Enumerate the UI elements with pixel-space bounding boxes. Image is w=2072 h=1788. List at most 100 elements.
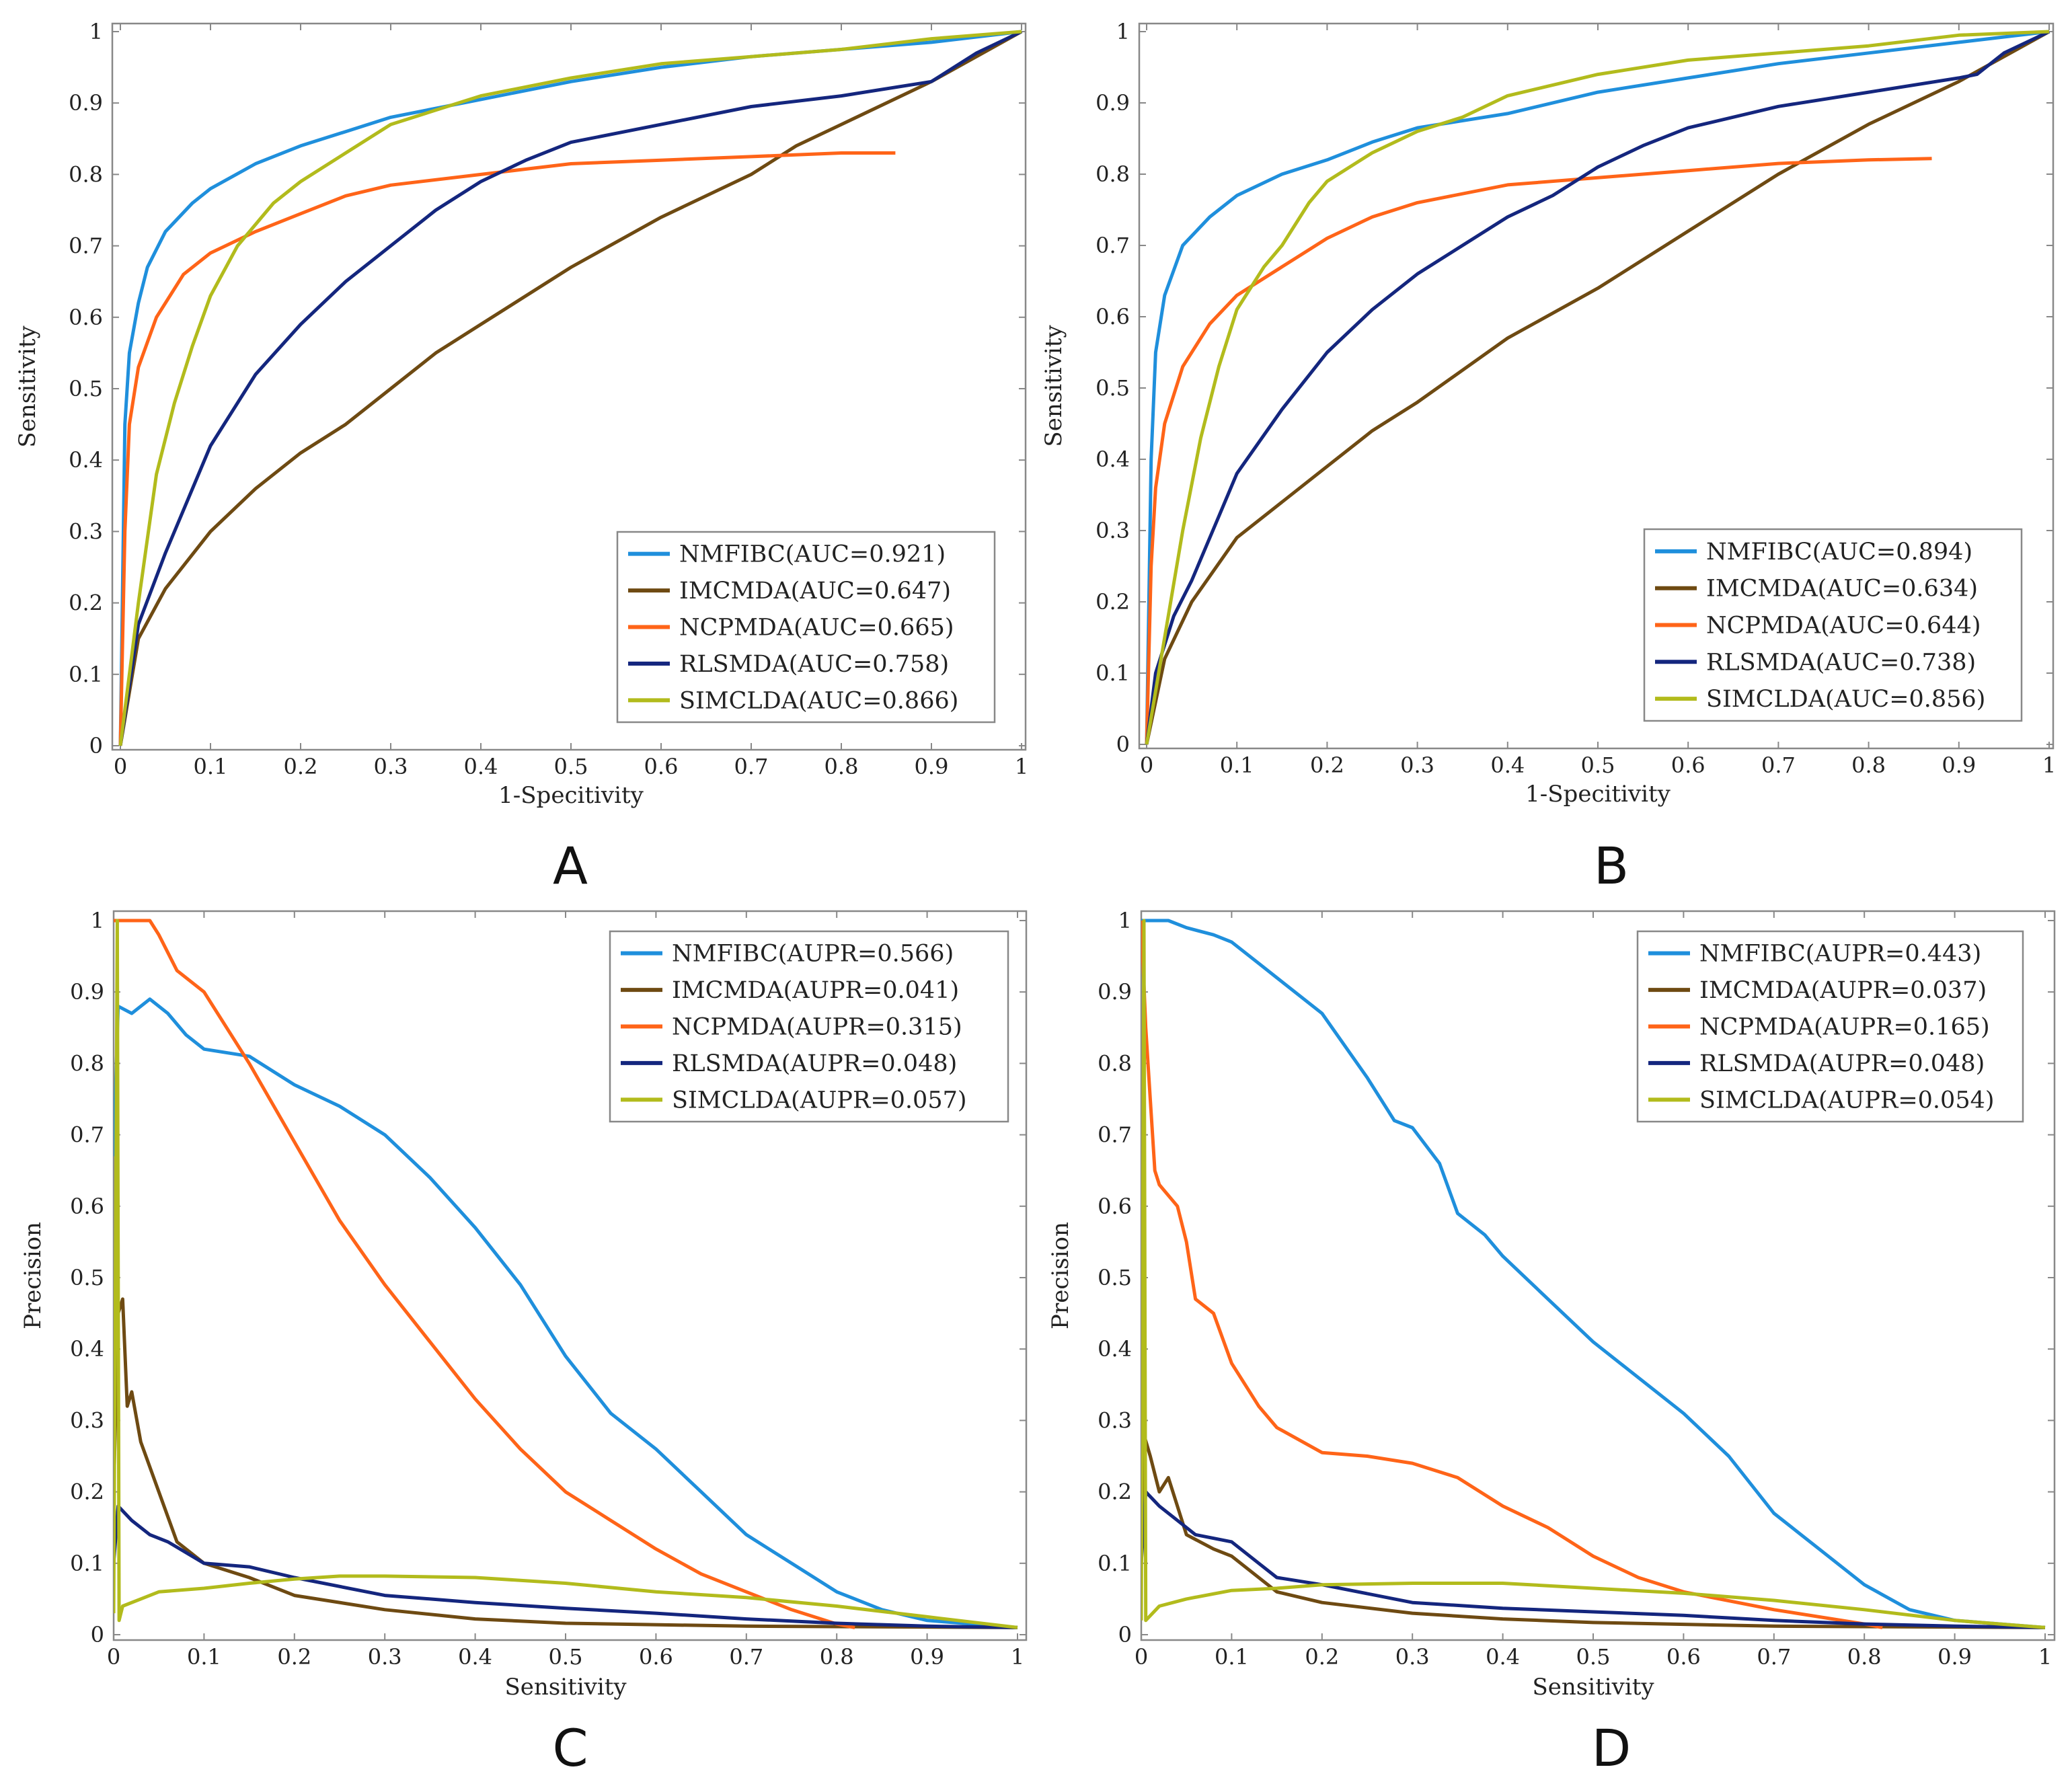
legend-label: NCPMDA(AUC=0.665) xyxy=(679,615,954,642)
legend-label: RLSMDA(AUC=0.758) xyxy=(679,651,949,678)
y-tick-label: 1 xyxy=(1116,19,1130,44)
series-line-ncpmda xyxy=(1145,157,1932,745)
y-tick-label: 0.2 xyxy=(70,1479,104,1505)
y-tick-label: 0.8 xyxy=(69,161,103,187)
series-line-imcmda xyxy=(118,30,1023,746)
y-tick-label: 0.4 xyxy=(1098,1336,1132,1362)
legend-label: NCPMDA(AUPR=0.315) xyxy=(672,1014,962,1041)
y-tick-label: 0.7 xyxy=(69,233,103,259)
y-tick-label: 0 xyxy=(1118,1622,1132,1647)
y-tick-label: 0.7 xyxy=(1098,1122,1132,1148)
legend-label: NMFIBC(AUC=0.894) xyxy=(1706,539,1972,566)
x-tick-label: 0.4 xyxy=(1486,1644,1520,1670)
series-line-nmfibc xyxy=(114,997,1018,1629)
y-tick-label: 0 xyxy=(1116,732,1130,757)
x-tick-label: 0.7 xyxy=(729,1644,763,1670)
x-tick-label: 0.7 xyxy=(734,754,769,779)
y-tick-label: 0.2 xyxy=(1096,589,1130,615)
x-tick-label: 0.7 xyxy=(1761,752,1796,778)
legend-label: IMCMDA(AUPR=0.037) xyxy=(1699,977,1987,1004)
y-tick-label: 0.1 xyxy=(70,1551,104,1576)
x-tick-label: 0.7 xyxy=(1757,1644,1791,1670)
series-line-simclda xyxy=(118,30,1022,746)
legend-label: NMFIBC(AUC=0.921) xyxy=(679,541,946,568)
y-tick-label: 0 xyxy=(89,733,103,759)
x-tick-label: 1 xyxy=(1015,754,1028,779)
x-tick-label: 0.1 xyxy=(194,754,228,779)
x-tick-label: 0.9 xyxy=(1942,752,1976,778)
y-tick-label: 0.4 xyxy=(1096,446,1130,472)
legend: NMFIBC(AUPR=0.566) IMCMDA(AUPR=0.041) NCPM… xyxy=(609,930,1009,1123)
legend-label: NMFIBC(AUPR=0.566) xyxy=(672,941,954,968)
y-tick-label: 0.7 xyxy=(70,1122,104,1148)
y-tick-label: 0.1 xyxy=(1096,660,1130,686)
y-tick-label: 0.5 xyxy=(69,376,103,401)
x-tick-label: 0.4 xyxy=(458,1644,492,1670)
y-tick-label: 0.7 xyxy=(1096,233,1130,258)
x-axis-label: 1-Specitivity xyxy=(1525,781,1671,808)
y-tick-label: 0.2 xyxy=(69,590,103,616)
x-tick-label: 0.1 xyxy=(187,1644,221,1670)
x-tick-label: 0.3 xyxy=(368,1644,402,1670)
x-tick-label: 0.3 xyxy=(374,754,408,779)
series-line-rlsmda xyxy=(1141,1490,2046,1629)
chart-panel-d: 0 0.1 0.2 0.3 0.4 0.5 0.6 0.7 0.8 0.9 1 0 0.1 0.2 0.3 0… xyxy=(1047,908,2056,1778)
x-tick-label: 0.9 xyxy=(1937,1644,1972,1670)
x-tick-label: 0.6 xyxy=(1666,1644,1701,1670)
x-tick-label: 0 xyxy=(114,754,127,779)
y-tick-label: 0.4 xyxy=(70,1336,104,1362)
series-line-ncpmda xyxy=(118,151,896,746)
x-axis-label: 1-Specitivity xyxy=(498,782,644,809)
y-tick-label: 0.6 xyxy=(69,305,103,330)
legend-label: NCPMDA(AUPR=0.165) xyxy=(1699,1014,1990,1041)
y-tick-label: 0.5 xyxy=(1096,375,1130,401)
chart-panel-c: 0 0.1 0.2 0.3 0.4 0.5 0.6 0.7 0.8 0.9 1 0 0.1 0.2 0.3 0… xyxy=(20,908,1028,1778)
legend-label: RLSMDA(AUPR=0.048) xyxy=(672,1050,957,1077)
x-tick-label: 0.6 xyxy=(639,1644,673,1670)
y-tick-label: 0.3 xyxy=(69,518,103,544)
y-axis-label: Sensitivity xyxy=(1040,325,1067,447)
y-tick-label: 0.9 xyxy=(1096,90,1130,116)
x-tick-label: 1 xyxy=(1011,1644,1024,1670)
legend-box xyxy=(1643,528,2023,722)
plot-frame xyxy=(1138,22,2055,750)
legend-label: RLSMDA(AUPR=0.048) xyxy=(1699,1050,1985,1077)
y-tick-label: 0.2 xyxy=(1098,1479,1132,1505)
legend-box xyxy=(1636,930,2024,1123)
series-line-imcmda xyxy=(1145,30,2050,745)
panel-letter: A xyxy=(553,836,588,896)
y-tick-label: 0.6 xyxy=(1098,1194,1132,1219)
series-line-imcmda xyxy=(1141,1433,2046,1629)
legend: NMFIBC(AUC=0.921) IMCMDA(AUC=0.647) NCPMDA… xyxy=(616,531,996,724)
y-tick-label: 0.3 xyxy=(70,1407,104,1433)
x-tick-label: 0.9 xyxy=(915,754,949,779)
legend: NMFIBC(AUC=0.894) IMCMDA(AUC=0.634) NCPMDA… xyxy=(1643,528,2023,722)
x-tick-label: 0.8 xyxy=(1851,752,1886,778)
y-axis-label: Precision xyxy=(1047,1222,1074,1329)
series-line-ncpmda xyxy=(1141,920,1883,1629)
series-line-rlsmda xyxy=(114,1504,1018,1629)
series-line-simclda xyxy=(114,919,1018,1629)
series-line-simclda xyxy=(1141,919,2046,1629)
series-line-simclda xyxy=(1145,30,2050,745)
x-tick-label: 0.4 xyxy=(1490,752,1525,778)
y-tick-label: 1 xyxy=(91,908,104,933)
legend-label: IMCMDA(AUC=0.647) xyxy=(679,578,951,605)
x-tick-label: 0.4 xyxy=(464,754,498,779)
x-tick-label: 1 xyxy=(2042,752,2056,778)
y-tick-label: 0.8 xyxy=(1096,161,1130,187)
x-tick-label: 0.6 xyxy=(644,754,679,779)
legend-label: RLSMDA(AUC=0.738) xyxy=(1706,649,1976,676)
x-tick-label: 0.2 xyxy=(277,1644,311,1670)
y-tick-label: 0.9 xyxy=(1098,979,1132,1005)
series-line-nmfibc xyxy=(1141,919,2046,1629)
y-tick-label: 0.1 xyxy=(69,662,103,687)
y-axis-label: Precision xyxy=(20,1222,46,1329)
legend-box xyxy=(609,930,1009,1123)
y-axis-label: Sensitivity xyxy=(14,325,41,448)
x-tick-label: 0.2 xyxy=(1310,752,1344,778)
x-tick-label: 0 xyxy=(107,1644,120,1670)
series-line-rlsmda xyxy=(118,30,1023,746)
x-tick-label: 0.3 xyxy=(1400,752,1434,778)
y-tick-label: 0.6 xyxy=(1096,304,1130,329)
